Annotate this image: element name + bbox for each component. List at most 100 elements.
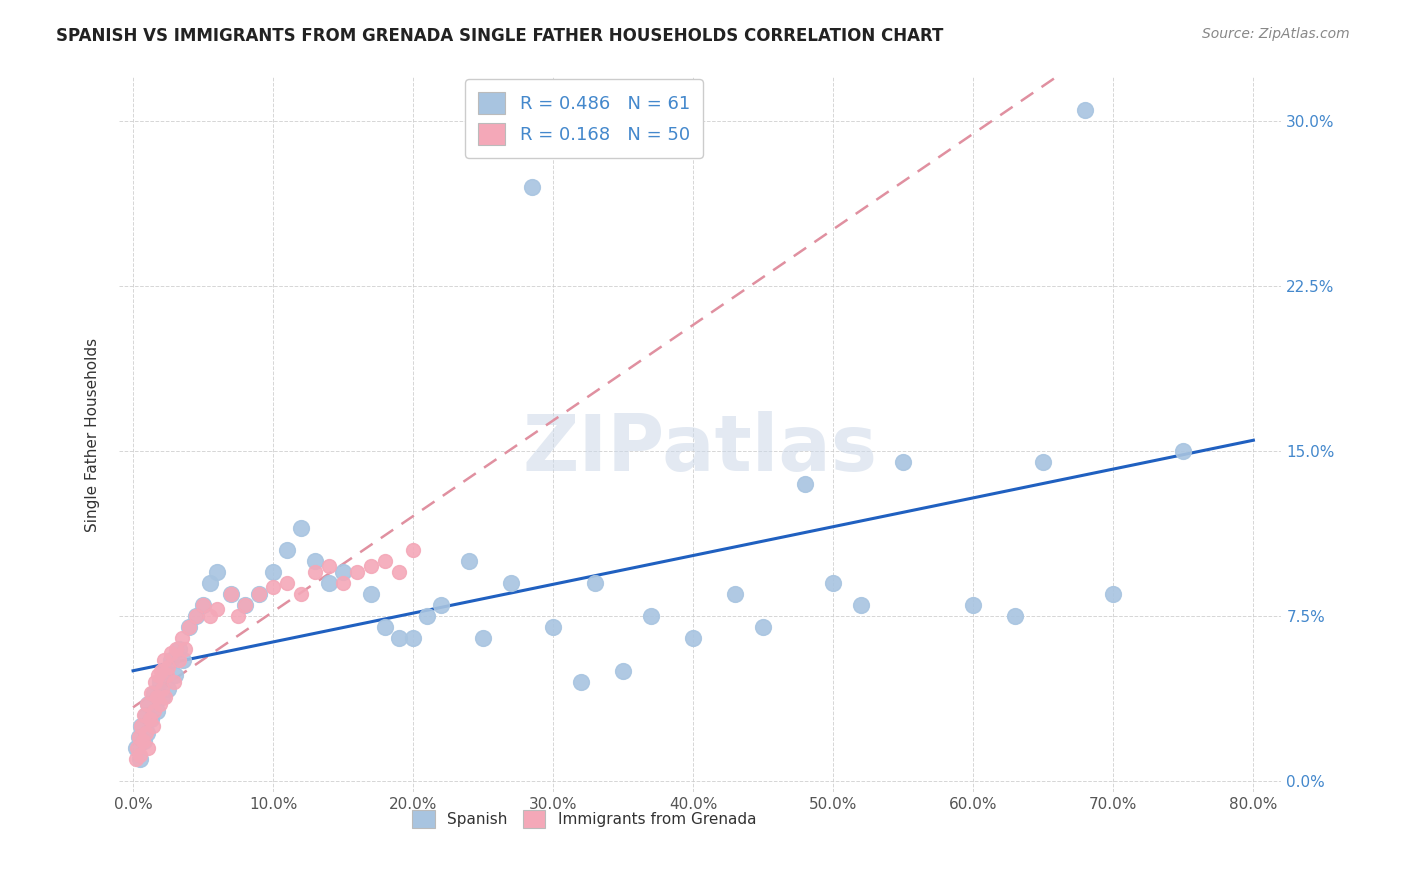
- Point: [233, 598, 256, 612]
- Point: [132, 734, 155, 748]
- Point: [172, 653, 194, 667]
- Legend: Spanish, Immigrants from Grenada: Spanish, Immigrants from Grenada: [406, 804, 762, 834]
- Point: [402, 631, 425, 645]
- Point: [262, 565, 284, 579]
- Point: [134, 734, 156, 748]
- Point: [332, 565, 354, 579]
- Point: [851, 598, 873, 612]
- Point: [148, 668, 170, 682]
- Point: [247, 587, 270, 601]
- Point: [290, 587, 312, 601]
- Point: [724, 587, 747, 601]
- Point: [198, 576, 221, 591]
- Point: [1074, 103, 1097, 118]
- Point: [332, 576, 354, 591]
- Point: [145, 675, 167, 690]
- Point: [1032, 455, 1054, 469]
- Point: [129, 752, 152, 766]
- Point: [160, 653, 183, 667]
- Point: [1004, 609, 1026, 624]
- Point: [135, 725, 157, 739]
- Point: [131, 719, 153, 733]
- Point: [402, 543, 425, 558]
- Point: [136, 725, 159, 739]
- Point: [143, 686, 166, 700]
- Point: [541, 620, 564, 634]
- Point: [318, 576, 340, 591]
- Point: [583, 576, 606, 591]
- Point: [891, 455, 914, 469]
- Point: [128, 730, 150, 744]
- Point: [388, 565, 411, 579]
- Point: [157, 681, 180, 696]
- Text: ZIPatlas: ZIPatlas: [523, 411, 877, 487]
- Point: [155, 690, 177, 705]
- Point: [150, 664, 173, 678]
- Point: [156, 668, 179, 682]
- Point: [569, 675, 592, 690]
- Point: [612, 664, 634, 678]
- Point: [374, 554, 396, 568]
- Text: SPANISH VS IMMIGRANTS FROM GRENADA SINGLE FATHER HOUSEHOLDS CORRELATION CHART: SPANISH VS IMMIGRANTS FROM GRENADA SINGL…: [56, 27, 943, 45]
- Point: [146, 690, 169, 705]
- Point: [388, 631, 411, 645]
- Point: [522, 180, 544, 194]
- Point: [219, 587, 242, 601]
- Point: [430, 598, 453, 612]
- Point: [374, 620, 396, 634]
- Point: [134, 708, 156, 723]
- Point: [205, 602, 228, 616]
- Point: [318, 558, 340, 573]
- Text: Source: ZipAtlas.com: Source: ZipAtlas.com: [1202, 27, 1350, 41]
- Point: [962, 598, 984, 612]
- Point: [128, 730, 150, 744]
- Point: [135, 708, 157, 723]
- Point: [152, 681, 174, 696]
- Point: [304, 554, 326, 568]
- Y-axis label: Single Father Households: Single Father Households: [86, 338, 100, 532]
- Point: [146, 704, 169, 718]
- Point: [139, 713, 162, 727]
- Point: [173, 642, 195, 657]
- Point: [125, 752, 148, 766]
- Point: [191, 598, 214, 612]
- Point: [170, 631, 193, 645]
- Point: [127, 741, 149, 756]
- Point: [346, 565, 368, 579]
- Point: [184, 609, 207, 624]
- Point: [226, 609, 249, 624]
- Point: [184, 609, 207, 624]
- Point: [165, 668, 187, 682]
- Point: [191, 598, 214, 612]
- Point: [177, 620, 200, 634]
- Point: [219, 587, 242, 601]
- Point: [304, 565, 326, 579]
- Point: [136, 697, 159, 711]
- Point: [360, 587, 382, 601]
- Point: [149, 675, 172, 690]
- Point: [247, 587, 270, 601]
- Point: [682, 631, 704, 645]
- Point: [169, 642, 191, 657]
- Point: [640, 609, 662, 624]
- Point: [1102, 587, 1125, 601]
- Point: [169, 653, 191, 667]
- Point: [166, 642, 188, 657]
- Point: [155, 664, 177, 678]
- Point: [262, 581, 284, 595]
- Point: [129, 747, 152, 762]
- Point: [160, 647, 183, 661]
- Point: [794, 477, 817, 491]
- Point: [138, 697, 160, 711]
- Point: [131, 719, 153, 733]
- Point: [125, 741, 148, 756]
- Point: [276, 543, 298, 558]
- Point: [416, 609, 439, 624]
- Point: [163, 675, 186, 690]
- Point: [141, 686, 163, 700]
- Point: [752, 620, 775, 634]
- Point: [233, 598, 256, 612]
- Point: [142, 719, 165, 733]
- Point: [290, 521, 312, 535]
- Point: [205, 565, 228, 579]
